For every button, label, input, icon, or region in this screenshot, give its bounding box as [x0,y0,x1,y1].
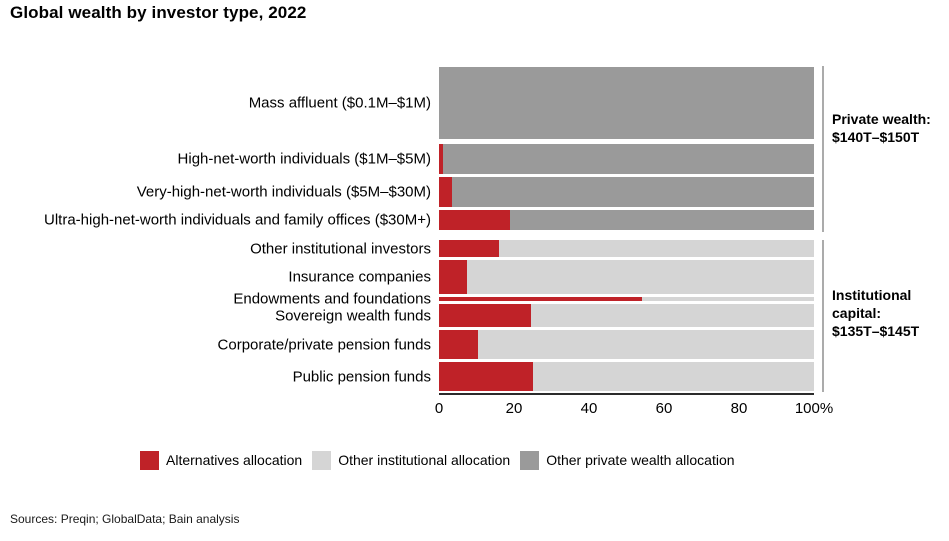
private-wealth-value: $140T–$150T [832,129,920,145]
bar-row-label: Sovereign wealth funds [275,307,431,324]
other-private-wealth-swatch-icon [520,450,540,470]
stacked-bar [439,260,814,294]
x-tick-label: 40 [580,400,598,417]
bar-segment-other [478,330,814,359]
x-axis-line [439,393,814,395]
bar-row-label: Corporate/private pension funds [217,336,431,353]
bar-segment-alternatives [439,330,479,359]
bar-row: Sovereign wealth funds [0,304,949,327]
bar-segment-alternatives [439,240,499,257]
bar-segment-other [499,240,814,257]
bar-row: Ultra-high-net-worth individuals and fam… [0,210,949,230]
bar-segment-alternatives [439,260,468,294]
bar-segment-other [530,304,814,327]
bar-row-label: Very-high-net-worth individuals ($5M–$30… [136,183,431,201]
stacked-bar [439,297,814,301]
legend-item-alternatives: Alternatives allocation [140,450,303,470]
bar-segment-alternatives [439,144,443,174]
legend-item-label: Other private wealth allocation [546,452,735,468]
institutional-capital-label: Institutional capital: [832,287,912,321]
stacked-bar [439,210,814,230]
institutional-capital-annotation: Institutional capital: $135T–$145T [832,286,944,340]
x-tick-label: 0 [434,400,444,417]
x-tick-label: 20 [505,400,523,417]
bar-segment-other [641,297,814,301]
bar-segment-other [452,177,814,207]
bar-segment-other [442,144,814,174]
bar-row-label: Mass affluent ($0.1M–$1M) [248,94,431,112]
bar-row: Insurance companies [0,260,949,294]
stacked-bar [439,362,814,391]
x-tick-label: 60 [655,400,673,417]
bar-row: Mass affluent ($0.1M–$1M) [0,67,949,139]
stacked-bar [439,240,814,257]
private-wealth-label: Private wealth: [832,111,931,127]
x-tick-label: 80 [730,400,748,417]
bar-row: Endowments and foundations [0,292,949,307]
stacked-bar [439,304,814,327]
stacked-bar [439,144,814,174]
stacked-bar [439,177,814,207]
bar-segment-alternatives [439,304,531,327]
legend-item-other-institutional: Other institutional allocation [312,450,511,470]
chart-title: Global wealth by investor type, 2022 [10,3,307,22]
bar-segment-alternatives [439,177,453,207]
bar-segment-alternatives [439,210,511,230]
institutional-capital-bracket [822,240,824,392]
bar-row-label: Other institutional investors [250,240,431,257]
bar-row: Other institutional investors [0,240,949,257]
bar-row-label: Endowments and foundations [233,290,431,308]
bar-segment-other [532,362,814,391]
private-wealth-annotation: Private wealth: $140T–$150T [832,110,944,146]
bar-row: Very-high-net-worth individuals ($5M–$30… [0,177,949,207]
bar-segment-other [467,260,814,294]
bar-segment-other [510,210,814,230]
legend-item-label: Other institutional allocation [338,452,511,468]
bar-row-label: Ultra-high-net-worth individuals and fam… [44,211,431,229]
x-tick-label: 100% [794,400,834,417]
stacked-bar [439,67,814,139]
institutional-capital-value: $135T–$145T [832,323,920,339]
bar-row: Corporate/private pension funds [0,330,949,359]
source-note: Sources: Preqin; GlobalData; Bain analys… [10,512,240,526]
bar-segment-alternatives [439,362,533,391]
other-institutional-swatch-icon [312,450,332,470]
bar-row: Public pension funds [0,362,949,391]
bar-row-label: Public pension funds [292,368,431,385]
legend-item-label: Alternatives allocation [166,452,303,468]
legend-item-other-private-wealth: Other private wealth allocation [520,450,735,470]
stacked-bar [439,330,814,359]
bar-segment-other [439,67,814,139]
x-axis-ticks: 0 20 40 60 80 100% [435,400,833,418]
alternatives-swatch-icon [140,450,159,470]
bar-row-label: High-net-worth individuals ($1M–$5M) [177,150,431,168]
bar-row-label: Insurance companies [288,268,431,286]
bar-segment-alternatives [439,297,642,301]
private-wealth-bracket [822,66,824,232]
bar-row: High-net-worth individuals ($1M–$5M) [0,144,949,174]
legend: Alternatives allocation Other institutio… [140,450,735,470]
